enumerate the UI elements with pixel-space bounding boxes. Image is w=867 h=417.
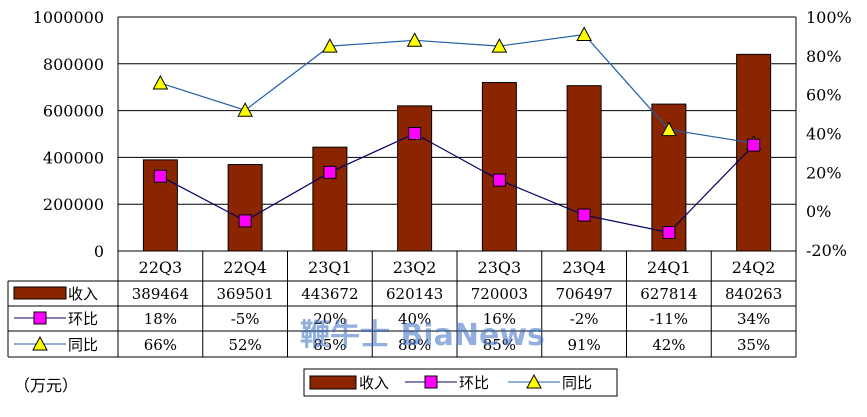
legend-yoy-label: 同比 bbox=[562, 374, 592, 392]
right-axis-ticks: -20% 0% 20% 40% 60% 80% 100% bbox=[806, 8, 852, 260]
revenue-bar bbox=[481, 82, 517, 252]
legend-qoq-marker bbox=[424, 375, 438, 389]
legend-revenue-swatch bbox=[309, 375, 357, 390]
left-tick-label: 0 bbox=[94, 242, 104, 261]
yoy-cell: 52% bbox=[228, 336, 261, 354]
category-label: 23Q2 bbox=[393, 258, 437, 277]
yoy-cell: 66% bbox=[144, 336, 177, 354]
qoq-cell: -2% bbox=[570, 310, 599, 328]
category-label: 24Q1 bbox=[647, 258, 691, 277]
yoy-cell: 35% bbox=[737, 336, 770, 354]
left-tick-label: 200000 bbox=[43, 195, 104, 214]
left-axis-ticks: 0 200000 400000 600000 800000 1000000 bbox=[33, 8, 104, 261]
qoq-point bbox=[408, 127, 422, 140]
qoq-row-label: 环比 bbox=[68, 310, 98, 328]
right-tick-label: 20% bbox=[806, 163, 842, 182]
revenue-bar bbox=[227, 164, 263, 252]
qoq-point bbox=[153, 169, 167, 183]
revenue-cell: 443672 bbox=[301, 285, 358, 303]
revenue-cell: 706497 bbox=[555, 285, 612, 303]
revenue-row-label: 收入 bbox=[68, 285, 98, 303]
yoy-point bbox=[322, 38, 338, 53]
right-tick-label: 100% bbox=[806, 8, 852, 27]
yoy-cell: 91% bbox=[567, 336, 600, 354]
left-tick-label: 400000 bbox=[43, 148, 104, 167]
yoy-cell: 85% bbox=[313, 336, 346, 354]
revenue-bar bbox=[736, 53, 772, 252]
watermark-text: 鞭牛士 BiaNews bbox=[300, 318, 545, 353]
yoy-cell: 42% bbox=[652, 336, 685, 354]
qoq-point bbox=[662, 226, 676, 240]
category-label: 24Q2 bbox=[732, 258, 776, 277]
revenue-cell: 840263 bbox=[725, 285, 782, 303]
qoq-line bbox=[160, 132, 755, 234]
yoy-row-label: 同比 bbox=[68, 336, 98, 354]
legend: 收入 环比 同比 bbox=[303, 368, 618, 397]
qoq-cell: 18% bbox=[144, 310, 177, 328]
qoq-point bbox=[323, 165, 337, 179]
legend-qoq-label: 环比 bbox=[459, 374, 489, 392]
right-tick-label: 0% bbox=[806, 202, 831, 221]
qoq-point bbox=[492, 173, 506, 187]
revenue-cell: 620143 bbox=[386, 285, 443, 303]
qoq-cell: -5% bbox=[231, 310, 260, 328]
category-label: 22Q4 bbox=[223, 258, 267, 277]
revenue-key-swatch bbox=[13, 286, 67, 300]
left-tick-label: 800000 bbox=[43, 55, 104, 74]
ratio-lines bbox=[152, 26, 762, 240]
yoy-cell: 88% bbox=[398, 336, 431, 354]
legend-yoy-marker bbox=[526, 373, 542, 389]
legend-revenue-label: 收入 bbox=[359, 374, 389, 392]
left-tick-label: 1000000 bbox=[33, 8, 104, 27]
category-label: 22Q3 bbox=[139, 258, 183, 277]
yoy-cell: 85% bbox=[483, 336, 516, 354]
qoq-cell: -11% bbox=[650, 310, 688, 328]
revenue-bar bbox=[312, 146, 348, 252]
category-label: 23Q4 bbox=[562, 258, 606, 277]
revenue-bar bbox=[566, 85, 602, 252]
right-tick-label: 40% bbox=[806, 125, 842, 144]
revenue-cell: 369501 bbox=[216, 285, 273, 303]
yoy-point bbox=[661, 121, 677, 137]
category-label: 23Q1 bbox=[308, 258, 352, 277]
right-tick-label: 80% bbox=[806, 47, 842, 66]
unit-label: （万元） bbox=[14, 376, 79, 395]
qoq-point bbox=[747, 138, 761, 152]
left-tick-label: 600000 bbox=[43, 102, 104, 121]
qoq-cell: 20% bbox=[313, 310, 346, 328]
category-label: 23Q3 bbox=[478, 258, 522, 277]
right-tick-label: 60% bbox=[806, 86, 842, 105]
qoq-point bbox=[238, 214, 252, 228]
yoy-point bbox=[237, 102, 253, 117]
yoy-point bbox=[152, 74, 169, 90]
revenue-bars bbox=[142, 53, 772, 252]
yoy-point bbox=[406, 32, 423, 47]
qoq-key-marker bbox=[33, 311, 47, 325]
yoy-point bbox=[491, 38, 508, 53]
yoy-key-marker bbox=[32, 335, 48, 351]
qoq-point bbox=[577, 208, 591, 222]
qoq-cell: 40% bbox=[398, 310, 431, 328]
qoq-cell: 34% bbox=[737, 310, 770, 328]
yoy-line bbox=[160, 33, 754, 144]
right-tick-label: -20% bbox=[806, 241, 847, 260]
revenue-cell: 720003 bbox=[471, 285, 528, 303]
revenue-cell: 389464 bbox=[132, 285, 189, 303]
watermark: 鞭牛士 BiaNews bbox=[300, 318, 545, 353]
qoq-cell: 16% bbox=[483, 310, 516, 328]
revenue-cell: 627814 bbox=[640, 285, 697, 303]
yoy-point bbox=[576, 26, 592, 41]
